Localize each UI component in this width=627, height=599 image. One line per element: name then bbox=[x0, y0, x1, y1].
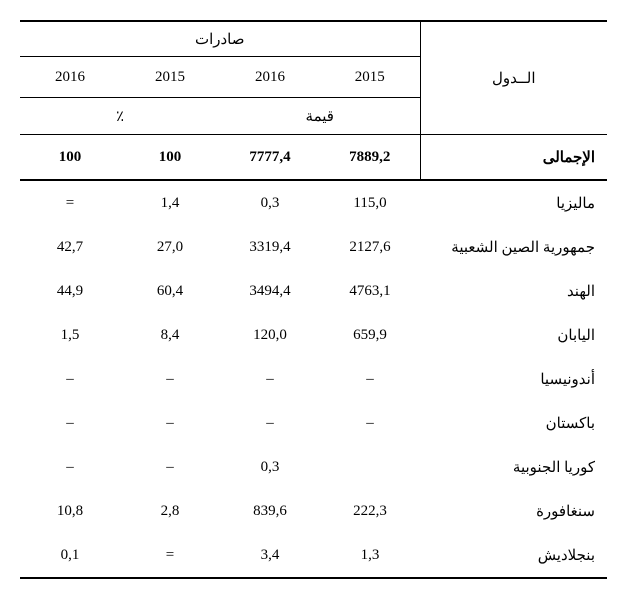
pct-2016-cell: – bbox=[20, 357, 120, 401]
value-2015-cell: 2127,6 bbox=[320, 225, 420, 269]
table-row: ماليزيا115,00,31,4= bbox=[20, 180, 607, 225]
value-2016-cell: 3319,4 bbox=[220, 225, 320, 269]
header-pct-2015: 2015 bbox=[120, 57, 220, 98]
header-percent-label: ٪ bbox=[20, 98, 220, 135]
table-row: اليابان659,9120,08,41,5 bbox=[20, 313, 607, 357]
pct-2015-cell: 1,4 bbox=[120, 180, 220, 225]
pct-2016-cell: 1,5 bbox=[20, 313, 120, 357]
pct-2015-cell: – bbox=[120, 357, 220, 401]
value-2016-cell: 839,6 bbox=[220, 489, 320, 533]
value-2015-cell: 222,3 bbox=[320, 489, 420, 533]
pct-2015-cell: 60,4 bbox=[120, 269, 220, 313]
value-2016-cell: – bbox=[220, 401, 320, 445]
country-cell: كوريا الجنوبية bbox=[420, 445, 607, 489]
pct-2016-cell: 0,1 bbox=[20, 533, 120, 578]
table-row: الهند4763,13494,460,444,9 bbox=[20, 269, 607, 313]
header-pct-2016: 2016 bbox=[20, 57, 120, 98]
header-value-2016: 2016 bbox=[220, 57, 320, 98]
value-2015-cell: – bbox=[320, 357, 420, 401]
value-2016-cell: 3494,4 bbox=[220, 269, 320, 313]
pct-2015-cell: 8,4 bbox=[120, 313, 220, 357]
value-2016-cell: 0,3 bbox=[220, 445, 320, 489]
pct-2015-cell: 2,8 bbox=[120, 489, 220, 533]
table-row: أندونيسيا–––– bbox=[20, 357, 607, 401]
table-row: سنغافورة222,3839,62,810,8 bbox=[20, 489, 607, 533]
value-2016-cell: 3,4 bbox=[220, 533, 320, 578]
value-2016-cell: – bbox=[220, 357, 320, 401]
country-cell: باكستان bbox=[420, 401, 607, 445]
pct-2016-cell: 10,8 bbox=[20, 489, 120, 533]
header-value-label: قيمة bbox=[220, 98, 420, 135]
total-v2016: 7777,4 bbox=[220, 135, 320, 181]
value-2016-cell: 120,0 bbox=[220, 313, 320, 357]
pct-2015-cell: – bbox=[120, 401, 220, 445]
pct-2016-cell: 42,7 bbox=[20, 225, 120, 269]
value-2015-cell bbox=[320, 445, 420, 489]
table-row: كوريا الجنوبية0,3–– bbox=[20, 445, 607, 489]
header-row-1: الــدول صادرات bbox=[20, 21, 607, 57]
value-2015-cell: 115,0 bbox=[320, 180, 420, 225]
header-value-2015: 2015 bbox=[320, 57, 420, 98]
value-2015-cell: – bbox=[320, 401, 420, 445]
country-cell: الهند bbox=[420, 269, 607, 313]
value-2016-cell: 0,3 bbox=[220, 180, 320, 225]
pct-2015-cell: 27,0 bbox=[120, 225, 220, 269]
value-2015-cell: 659,9 bbox=[320, 313, 420, 357]
country-cell: ماليزيا bbox=[420, 180, 607, 225]
country-cell: اليابان bbox=[420, 313, 607, 357]
value-2015-cell: 4763,1 bbox=[320, 269, 420, 313]
pct-2016-cell: = bbox=[20, 180, 120, 225]
country-cell: جمهورية الصين الشعبية bbox=[420, 225, 607, 269]
total-p2015: 100 bbox=[120, 135, 220, 181]
total-row: الإجمالى 7889,2 7777,4 100 100 bbox=[20, 135, 607, 181]
total-p2016: 100 bbox=[20, 135, 120, 181]
value-2015-cell: 1,3 bbox=[320, 533, 420, 578]
header-country: الــدول bbox=[420, 21, 607, 135]
country-cell: سنغافورة bbox=[420, 489, 607, 533]
total-label: الإجمالى bbox=[420, 135, 607, 181]
table-row: باكستان–––– bbox=[20, 401, 607, 445]
exports-table: الــدول صادرات 2015 2016 2015 2016 قيمة … bbox=[20, 20, 607, 579]
country-cell: أندونيسيا bbox=[420, 357, 607, 401]
header-exports: صادرات bbox=[20, 21, 420, 57]
table-row: بنجلاديش1,33,4=0,1 bbox=[20, 533, 607, 578]
pct-2015-cell: = bbox=[120, 533, 220, 578]
country-cell: بنجلاديش bbox=[420, 533, 607, 578]
total-v2015: 7889,2 bbox=[320, 135, 420, 181]
pct-2016-cell: 44,9 bbox=[20, 269, 120, 313]
pct-2016-cell: – bbox=[20, 445, 120, 489]
pct-2016-cell: – bbox=[20, 401, 120, 445]
pct-2015-cell: – bbox=[120, 445, 220, 489]
table-row: جمهورية الصين الشعبية2127,63319,427,042,… bbox=[20, 225, 607, 269]
